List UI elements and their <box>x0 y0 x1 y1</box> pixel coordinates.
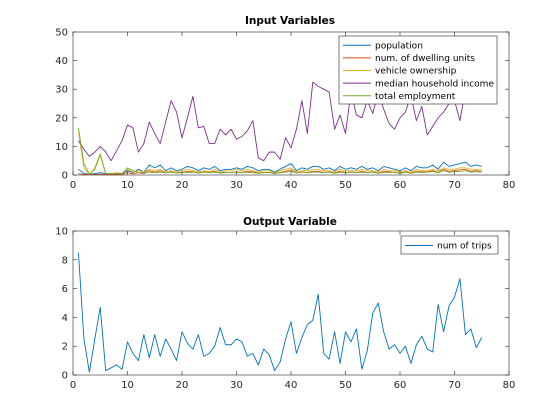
x-tick-label: 0 <box>70 380 76 391</box>
axes-layer: 0 10 20 30 40 50 60 70 80 0 2 4 6 8 10 <box>55 227 515 392</box>
y-tick-label: 0 <box>62 171 68 182</box>
x-tick-label: 80 <box>503 380 516 391</box>
legend-label: num. of dwelling units <box>375 54 475 64</box>
series-line-vehicle-ownership <box>78 132 482 175</box>
x-tick-label: 70 <box>448 380 461 391</box>
x-tick-label: 30 <box>230 180 243 191</box>
x-tick-label: 50 <box>339 180 352 191</box>
legend-label: population <box>375 42 423 52</box>
legend-label: total employment <box>375 92 456 102</box>
y-tick-label: 6 <box>62 284 68 295</box>
series-layer <box>78 252 483 373</box>
x-tick-label: 20 <box>176 180 189 191</box>
y-tick-label: 30 <box>55 85 68 96</box>
x-tick-label: 10 <box>121 180 134 191</box>
x-tick-label: 50 <box>339 380 352 391</box>
x-tick-label: 30 <box>230 380 243 391</box>
x-tick-label: 20 <box>176 380 189 391</box>
x-tick-label: 70 <box>448 180 461 191</box>
legend-label: vehicle ownership <box>375 67 457 77</box>
legend: population num. of dwelling units vehicle … <box>338 35 498 105</box>
series-line-total-employment <box>78 127 482 175</box>
y-tick-label: 10 <box>55 142 68 153</box>
chart-title: Output Variable <box>243 216 337 228</box>
x-tick-label: 80 <box>503 180 516 191</box>
y-tick-label: 20 <box>55 113 68 124</box>
legend-label: num of trips <box>437 242 492 252</box>
y-tick-label: 8 <box>62 255 68 266</box>
legend: num of trips <box>400 235 499 255</box>
plot-background <box>73 231 509 375</box>
series-line-median-household-income <box>78 81 482 162</box>
legend-label: median household income <box>375 79 494 89</box>
input-variables-chart: Input Variables 0 10 20 30 40 50 60 70 80 0 10 20 30… <box>55 15 515 191</box>
x-tick-label: 0 <box>70 180 76 191</box>
series-layer <box>78 81 482 175</box>
legend-box <box>400 235 499 255</box>
chart-title: Input Variables <box>245 15 335 27</box>
series-line-population <box>78 161 482 175</box>
x-tick-label: 60 <box>394 380 407 391</box>
output-variable-chart: Output Variable 0 10 20 30 40 50 60 70 80 0 2 4 6 8 10… <box>55 216 515 391</box>
x-tick-label: 40 <box>285 380 298 391</box>
y-tick-label: 10 <box>55 227 68 238</box>
axes-layer: 0 10 20 30 40 50 60 70 80 0 10 20 30 40 50 <box>55 28 515 192</box>
y-tick-label: 40 <box>55 56 68 67</box>
y-tick-label: 4 <box>62 313 68 324</box>
plot-area <box>73 231 509 375</box>
series-line-num-of-trips <box>78 252 483 373</box>
x-tick-label: 40 <box>285 180 298 191</box>
y-tick-label: 2 <box>62 342 68 353</box>
y-tick-label: 50 <box>55 28 68 39</box>
x-tick-label: 60 <box>394 180 407 191</box>
x-tick-label: 10 <box>121 380 134 391</box>
y-tick-label: 0 <box>62 371 68 382</box>
